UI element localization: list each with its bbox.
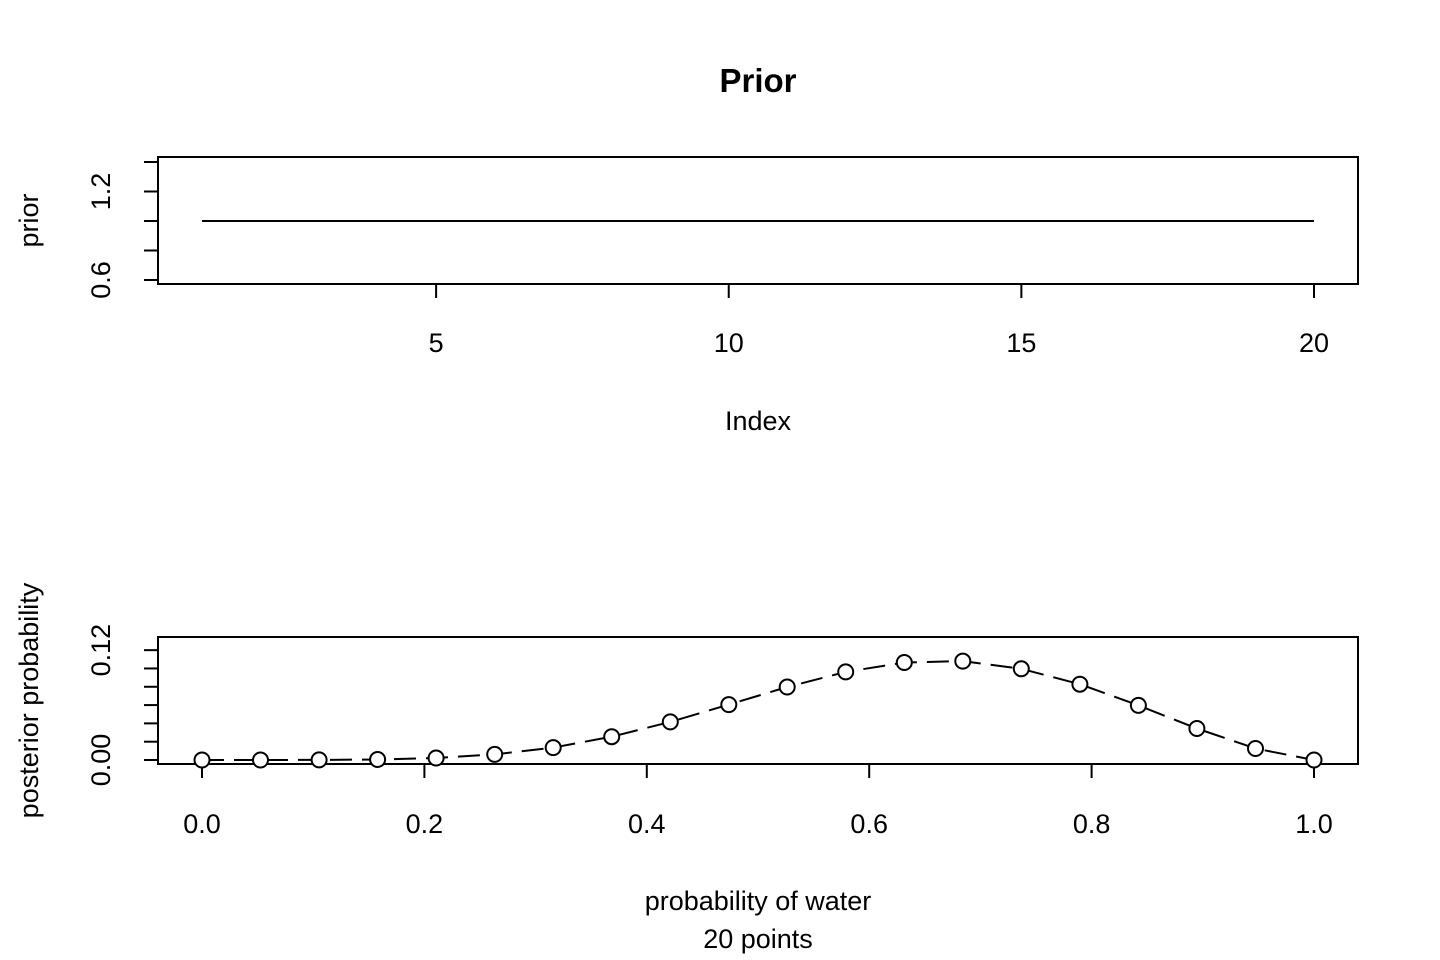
x-tick-label: 10: [714, 328, 744, 358]
x-tick-label: 0.2: [406, 809, 444, 839]
y-tick-label: 0.00: [86, 734, 116, 787]
data-point: [310, 751, 328, 769]
x-axis-label: Index: [725, 406, 792, 436]
data-point: [954, 652, 972, 670]
x-axis-label: probability of water: [645, 886, 872, 916]
y-tick-label: 0.12: [86, 624, 116, 677]
posterior-panel: 0.0 0.2 0.4 0.6 0.8 1.0 probability of water 20…: [14, 582, 1359, 954]
data-point: [427, 749, 445, 767]
series-line: [202, 660, 1315, 761]
x-tick-label: 5: [429, 328, 444, 358]
y-tick-label: 1.2: [86, 173, 116, 211]
data-point: [1012, 660, 1030, 678]
data-point: [544, 739, 562, 757]
y-axis-label: prior: [14, 193, 44, 247]
data-point: [837, 663, 855, 681]
data-point: [1071, 675, 1089, 693]
data-point: [778, 678, 796, 696]
data-point: [1247, 740, 1264, 757]
data-point: [720, 696, 738, 714]
data-point: [895, 654, 913, 671]
prior-panel: Prior 5 10 15 20 Index 0.6 1.2 prior: [14, 62, 1359, 436]
data-point: [1129, 696, 1147, 714]
x-tick-label: 0.8: [1073, 809, 1111, 839]
data-point: [1188, 720, 1206, 737]
data-point: [486, 745, 504, 763]
data-point: [661, 713, 679, 731]
data-point: [1305, 751, 1323, 769]
y-tick-label: 0.6: [86, 261, 116, 299]
data-point: [369, 751, 387, 768]
data-point: [252, 751, 269, 769]
x-tick-label: 20: [1299, 328, 1329, 358]
x-tick-label: 0.0: [183, 809, 221, 839]
data-point: [603, 728, 621, 746]
x-axis-sublabel: 20 points: [703, 924, 813, 954]
chart-title: Prior: [719, 62, 796, 99]
x-tick-label: 15: [1006, 328, 1036, 358]
x-tick-label: 0.4: [628, 809, 666, 839]
y-axis-label: posterior probability: [14, 582, 44, 818]
data-point: [193, 751, 211, 769]
x-tick-label: 0.6: [850, 809, 888, 839]
x-tick-label: 1.0: [1295, 809, 1333, 839]
plot-frame: [157, 636, 1359, 765]
